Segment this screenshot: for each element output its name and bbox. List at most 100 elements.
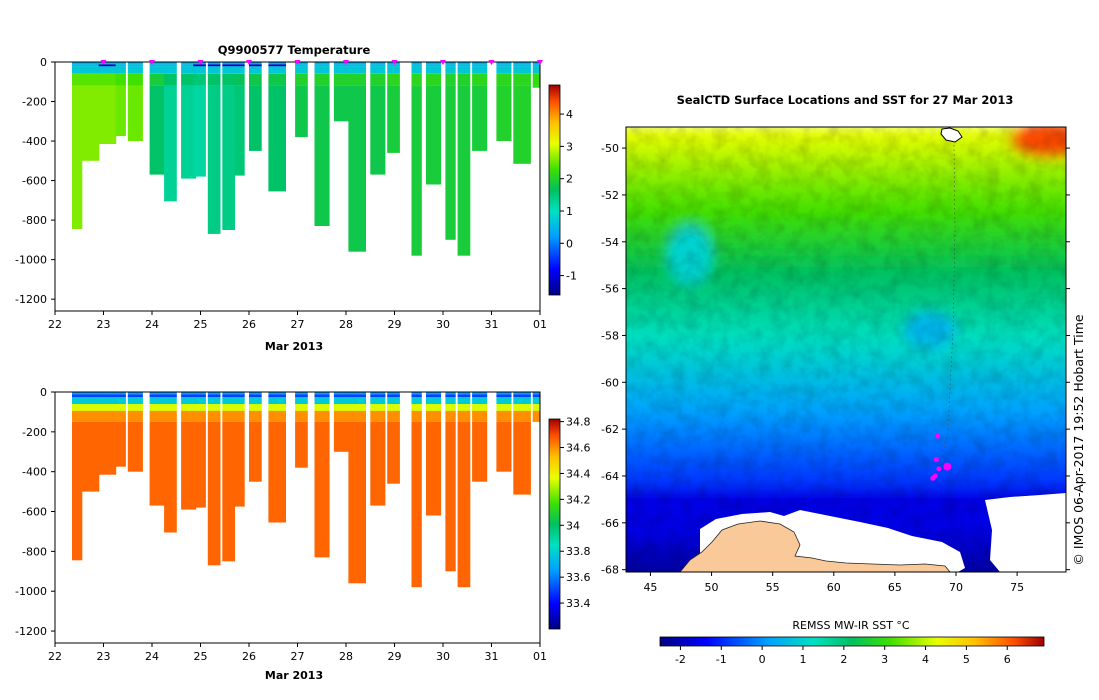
section-cell [457,64,471,67]
section-cell [532,410,540,422]
section-cell [127,85,143,141]
section-cell [496,73,512,86]
section-cell [149,421,165,506]
section-cell [314,404,330,411]
section-cell [472,421,488,482]
x-tick-label: 28 [339,318,353,331]
section-cell [445,394,456,397]
section-cell [98,66,117,74]
y-tick-label: -1200 [15,625,47,638]
section-cell [445,73,456,86]
temperature-section-cells [72,62,547,256]
section-cell [268,62,286,65]
section-cell [115,66,126,74]
section-cell [268,64,286,67]
section-cell [72,421,83,561]
section-cell [81,394,100,397]
section-cell [411,394,422,397]
section-cell [348,394,366,397]
section-cell [541,394,547,397]
section-cell [72,410,83,422]
section-cell [115,85,126,137]
section-cell [532,62,540,65]
section-cell [370,392,386,395]
y-tick-label: -200 [22,426,47,439]
section-cell [268,85,286,192]
section-cell [387,397,400,404]
section-cell [426,392,442,395]
salinity-x-label: Mar 2013 [265,669,323,682]
x-tick-label: 25 [194,650,208,663]
colorbar-tick-label: 33.8 [566,545,591,558]
section-cell [333,404,349,411]
profile-marker [149,60,155,65]
seal-location [930,475,936,481]
y-tick-label: -400 [22,466,47,479]
section-cell [98,394,117,397]
section-cell [268,397,286,404]
y-tick-label: -800 [22,545,47,558]
section-cell [472,404,488,411]
section-cell [457,410,471,422]
section-cell [164,410,177,422]
section-cell [181,73,197,86]
section-cell [541,411,547,422]
section-cell [426,66,442,74]
section-cell [496,64,512,67]
section-cell [207,421,221,566]
section-cell [268,404,286,411]
section-cell [72,394,83,397]
section-cell [370,404,386,411]
section-cell [149,410,165,422]
section-cell [314,85,330,226]
section-cell [457,73,471,86]
section-cell [234,410,245,422]
section-cell [387,421,400,484]
salinity-y-axis: 0 -200 -400 -600 -800 -1000 -1200 [15,386,55,638]
lat-tick-label: -62 [601,423,619,436]
section-cell [532,64,540,67]
salinity-section-cells [72,392,547,588]
x-tick-label: 29 [388,650,402,663]
section-cell [268,66,286,74]
section-cell [333,73,349,86]
section-cell [207,394,221,397]
section-cell [249,410,262,422]
section-cell [314,410,330,422]
ice-shelf-right [985,493,1066,572]
temperature-x-axis: 22 23 24 25 26 27 28 29 30 31 01 [48,311,547,331]
colorbar-tick-label: 34.8 [566,416,591,429]
section-cell [268,421,286,523]
lat-tick-label: -52 [601,189,619,202]
section-cell [411,62,422,65]
section-cell [426,62,442,65]
section-cell [181,421,197,510]
section-cell [387,73,400,86]
lon-tick-label: 50 [705,581,719,594]
section-cell [115,397,126,404]
section-cell [314,66,330,74]
colorbar-tick-label: 0 [566,237,573,250]
section-cell [314,394,330,397]
section-cell [541,404,547,411]
temperature-y-axis: 0 -200 -400 -600 -800 -1000 -1200 [15,56,55,306]
section-cell [115,392,126,395]
section-cell [222,394,235,397]
seal-surface-locations [930,433,952,481]
section-cell [164,394,177,397]
section-cell [411,66,422,74]
section-cell [164,73,177,86]
section-cell [127,62,143,65]
section-cell [457,85,471,256]
section-cell [541,62,547,64]
section-cell [513,62,531,65]
section-cell [472,394,488,397]
section-cell [181,62,197,65]
section-cell [164,421,177,533]
section-cell [445,85,456,240]
colorbar-tick-label: 34.4 [566,467,591,480]
section-cell [222,66,235,74]
y-tick-label: 0 [40,386,47,399]
section-cell [149,404,165,411]
